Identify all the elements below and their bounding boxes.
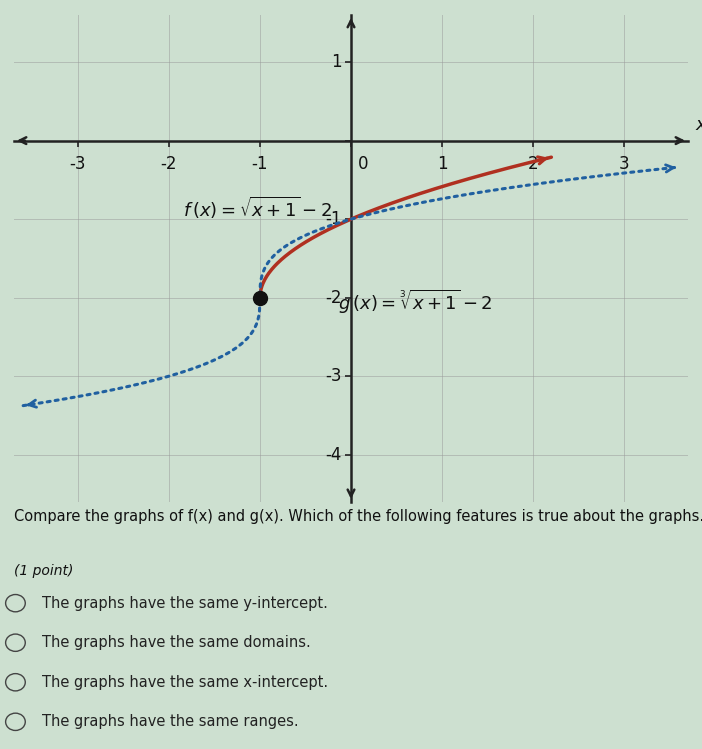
Text: $g\,(x) = \sqrt[3]{x+1} - 2$: $g\,(x) = \sqrt[3]{x+1} - 2$ [338,288,492,315]
Text: -3: -3 [69,155,86,173]
Text: -4: -4 [326,446,342,464]
Text: The graphs have the same domains.: The graphs have the same domains. [42,635,311,650]
Text: -2: -2 [326,288,342,306]
Text: $f\,(x) = \sqrt{x+1} - 2$: $f\,(x) = \sqrt{x+1} - 2$ [183,195,331,221]
Text: $x$: $x$ [695,116,702,134]
Text: Compare the graphs of f(x) and g(x). Which of the following features is true abo: Compare the graphs of f(x) and g(x). Whi… [14,509,702,524]
Text: (1 point): (1 point) [14,563,74,577]
Text: 0: 0 [358,155,369,173]
Text: The graphs have the same ranges.: The graphs have the same ranges. [42,715,299,730]
Text: 2: 2 [528,155,538,173]
Text: 1: 1 [331,53,342,71]
Text: -1: -1 [326,210,342,228]
Text: -3: -3 [326,367,342,385]
Text: 1: 1 [437,155,447,173]
Text: -2: -2 [161,155,177,173]
Text: 3: 3 [619,155,630,173]
Text: The graphs have the same y-intercept.: The graphs have the same y-intercept. [42,595,328,610]
Text: -1: -1 [252,155,268,173]
Text: The graphs have the same x-intercept.: The graphs have the same x-intercept. [42,675,329,690]
